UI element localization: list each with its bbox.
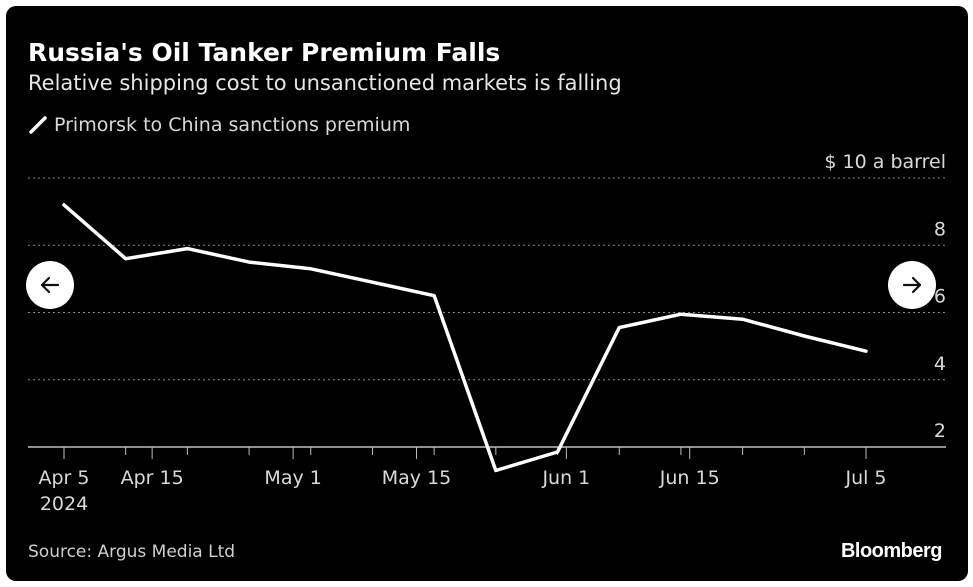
x-tick-sublabel: 2024 [40, 493, 88, 515]
arrow-left-icon [40, 276, 60, 294]
legend-label: Primorsk to China sanctions premium [54, 114, 411, 136]
y-tick-label: 8 [934, 218, 946, 240]
y-tick-label: 4 [934, 353, 946, 375]
y-tick-label: 2 [934, 420, 946, 442]
x-tick-label: Jul 5 [844, 467, 886, 489]
previous-chart-button[interactable] [26, 261, 74, 309]
arrow-right-icon [902, 276, 922, 294]
x-tick-label: Jun 1 [541, 467, 590, 489]
source-note: Source: Argus Media Ltd [28, 542, 236, 562]
next-chart-button[interactable] [888, 261, 936, 309]
y-tick-label: 6 [934, 286, 946, 308]
x-tick-label: Apr 5 [39, 467, 90, 489]
chart-legend: Primorsk to China sanctions premium [28, 112, 410, 138]
x-tick-label: Apr 15 [121, 467, 184, 489]
x-tick-label: May 15 [382, 467, 452, 489]
y-tick-label: $ 10 a barrel [824, 151, 946, 173]
legend-line-icon [29, 116, 47, 134]
chart-card: Russia's Oil Tanker Premium Falls Relati… [6, 6, 968, 581]
chart-title: Russia's Oil Tanker Premium Falls [28, 38, 501, 67]
line-chart: 2 4 6 8 $ 10 a barrel Apr 5 2024 Apr 15 May 1 May… [28, 151, 946, 515]
series-line [62, 203, 868, 473]
chart-subtitle: Relative shipping cost to unsanctioned m… [28, 71, 622, 95]
bloomberg-logo: Bloomberg [840, 540, 943, 562]
x-tick-label: May 1 [264, 467, 321, 489]
x-tick-label: Jun 15 [659, 467, 720, 489]
